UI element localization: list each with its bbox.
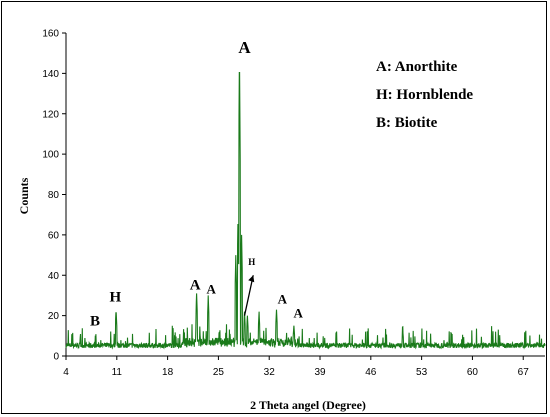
diffraction-trace (65, 71, 546, 350)
arrow-head (248, 275, 255, 283)
tick-labels: 0 20 40 60 80 100 120 140 160 4 11 18 25 32 39 46 53 60 67 (42, 29, 529, 379)
y-tick-label: 160 (42, 29, 59, 40)
legend-entry-anorthite: A: Anorthite (376, 59, 458, 75)
x-axis-title: 2 Theta angel (Degree) (250, 398, 366, 412)
y-axis-title: Counts (17, 177, 31, 214)
x-tick-label: 4 (63, 367, 69, 378)
axes (62, 32, 545, 360)
legend-entry-biotite: B: Biotite (376, 115, 438, 131)
x-tick-label: 32 (264, 367, 276, 378)
peak-label: A (278, 292, 288, 307)
y-tick-label: 140 (42, 69, 59, 80)
y-tick-label: 100 (42, 150, 59, 161)
peak-label: A (294, 306, 304, 321)
x-tick-label: 67 (518, 367, 530, 378)
x-tick-label: 53 (416, 367, 428, 378)
y-tick-label: 120 (42, 109, 59, 120)
peak-label: H (110, 289, 122, 305)
x-tick-label: 18 (162, 367, 174, 378)
y-tick-label: 40 (48, 271, 60, 282)
peak-label: A (206, 281, 216, 296)
x-tick-label: 39 (314, 367, 326, 378)
series-line (65, 71, 546, 350)
peak-label: A (190, 277, 201, 293)
peak-label: A (238, 38, 251, 57)
y-tick-label: 60 (48, 230, 60, 241)
peak-label: H (248, 257, 255, 267)
x-tick-label: 46 (365, 367, 377, 378)
annotation-arrow (243, 275, 254, 316)
y-tick-label: 80 (48, 190, 60, 201)
legend: A: Anorthite H: Hornblende B: Biotite (376, 59, 473, 131)
legend-entry-hornblende: H: Hornblende (376, 87, 473, 103)
x-tick-label: 11 (112, 367, 123, 378)
peak-label: B (90, 314, 100, 330)
y-tick-label: 0 (53, 352, 59, 363)
y-tick-label: 20 (48, 311, 60, 322)
x-tick-label: 25 (213, 367, 225, 378)
x-tick-label: 60 (467, 367, 479, 378)
